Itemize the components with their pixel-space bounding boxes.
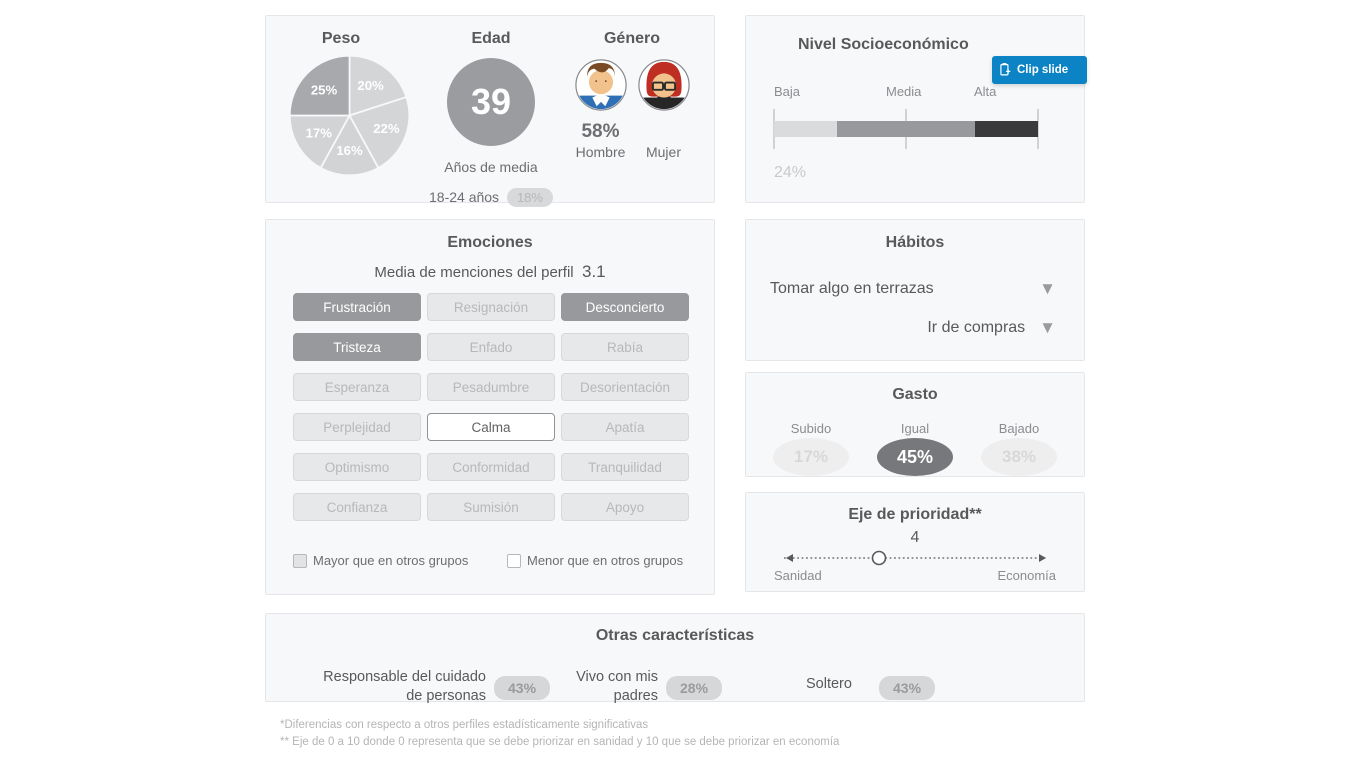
- svg-text:16%: 16%: [336, 143, 363, 158]
- svg-text:17%: 17%: [306, 125, 333, 140]
- svg-text:20%: 20%: [357, 78, 384, 93]
- svg-text:25%: 25%: [311, 82, 338, 97]
- svg-text:22%: 22%: [373, 121, 400, 136]
